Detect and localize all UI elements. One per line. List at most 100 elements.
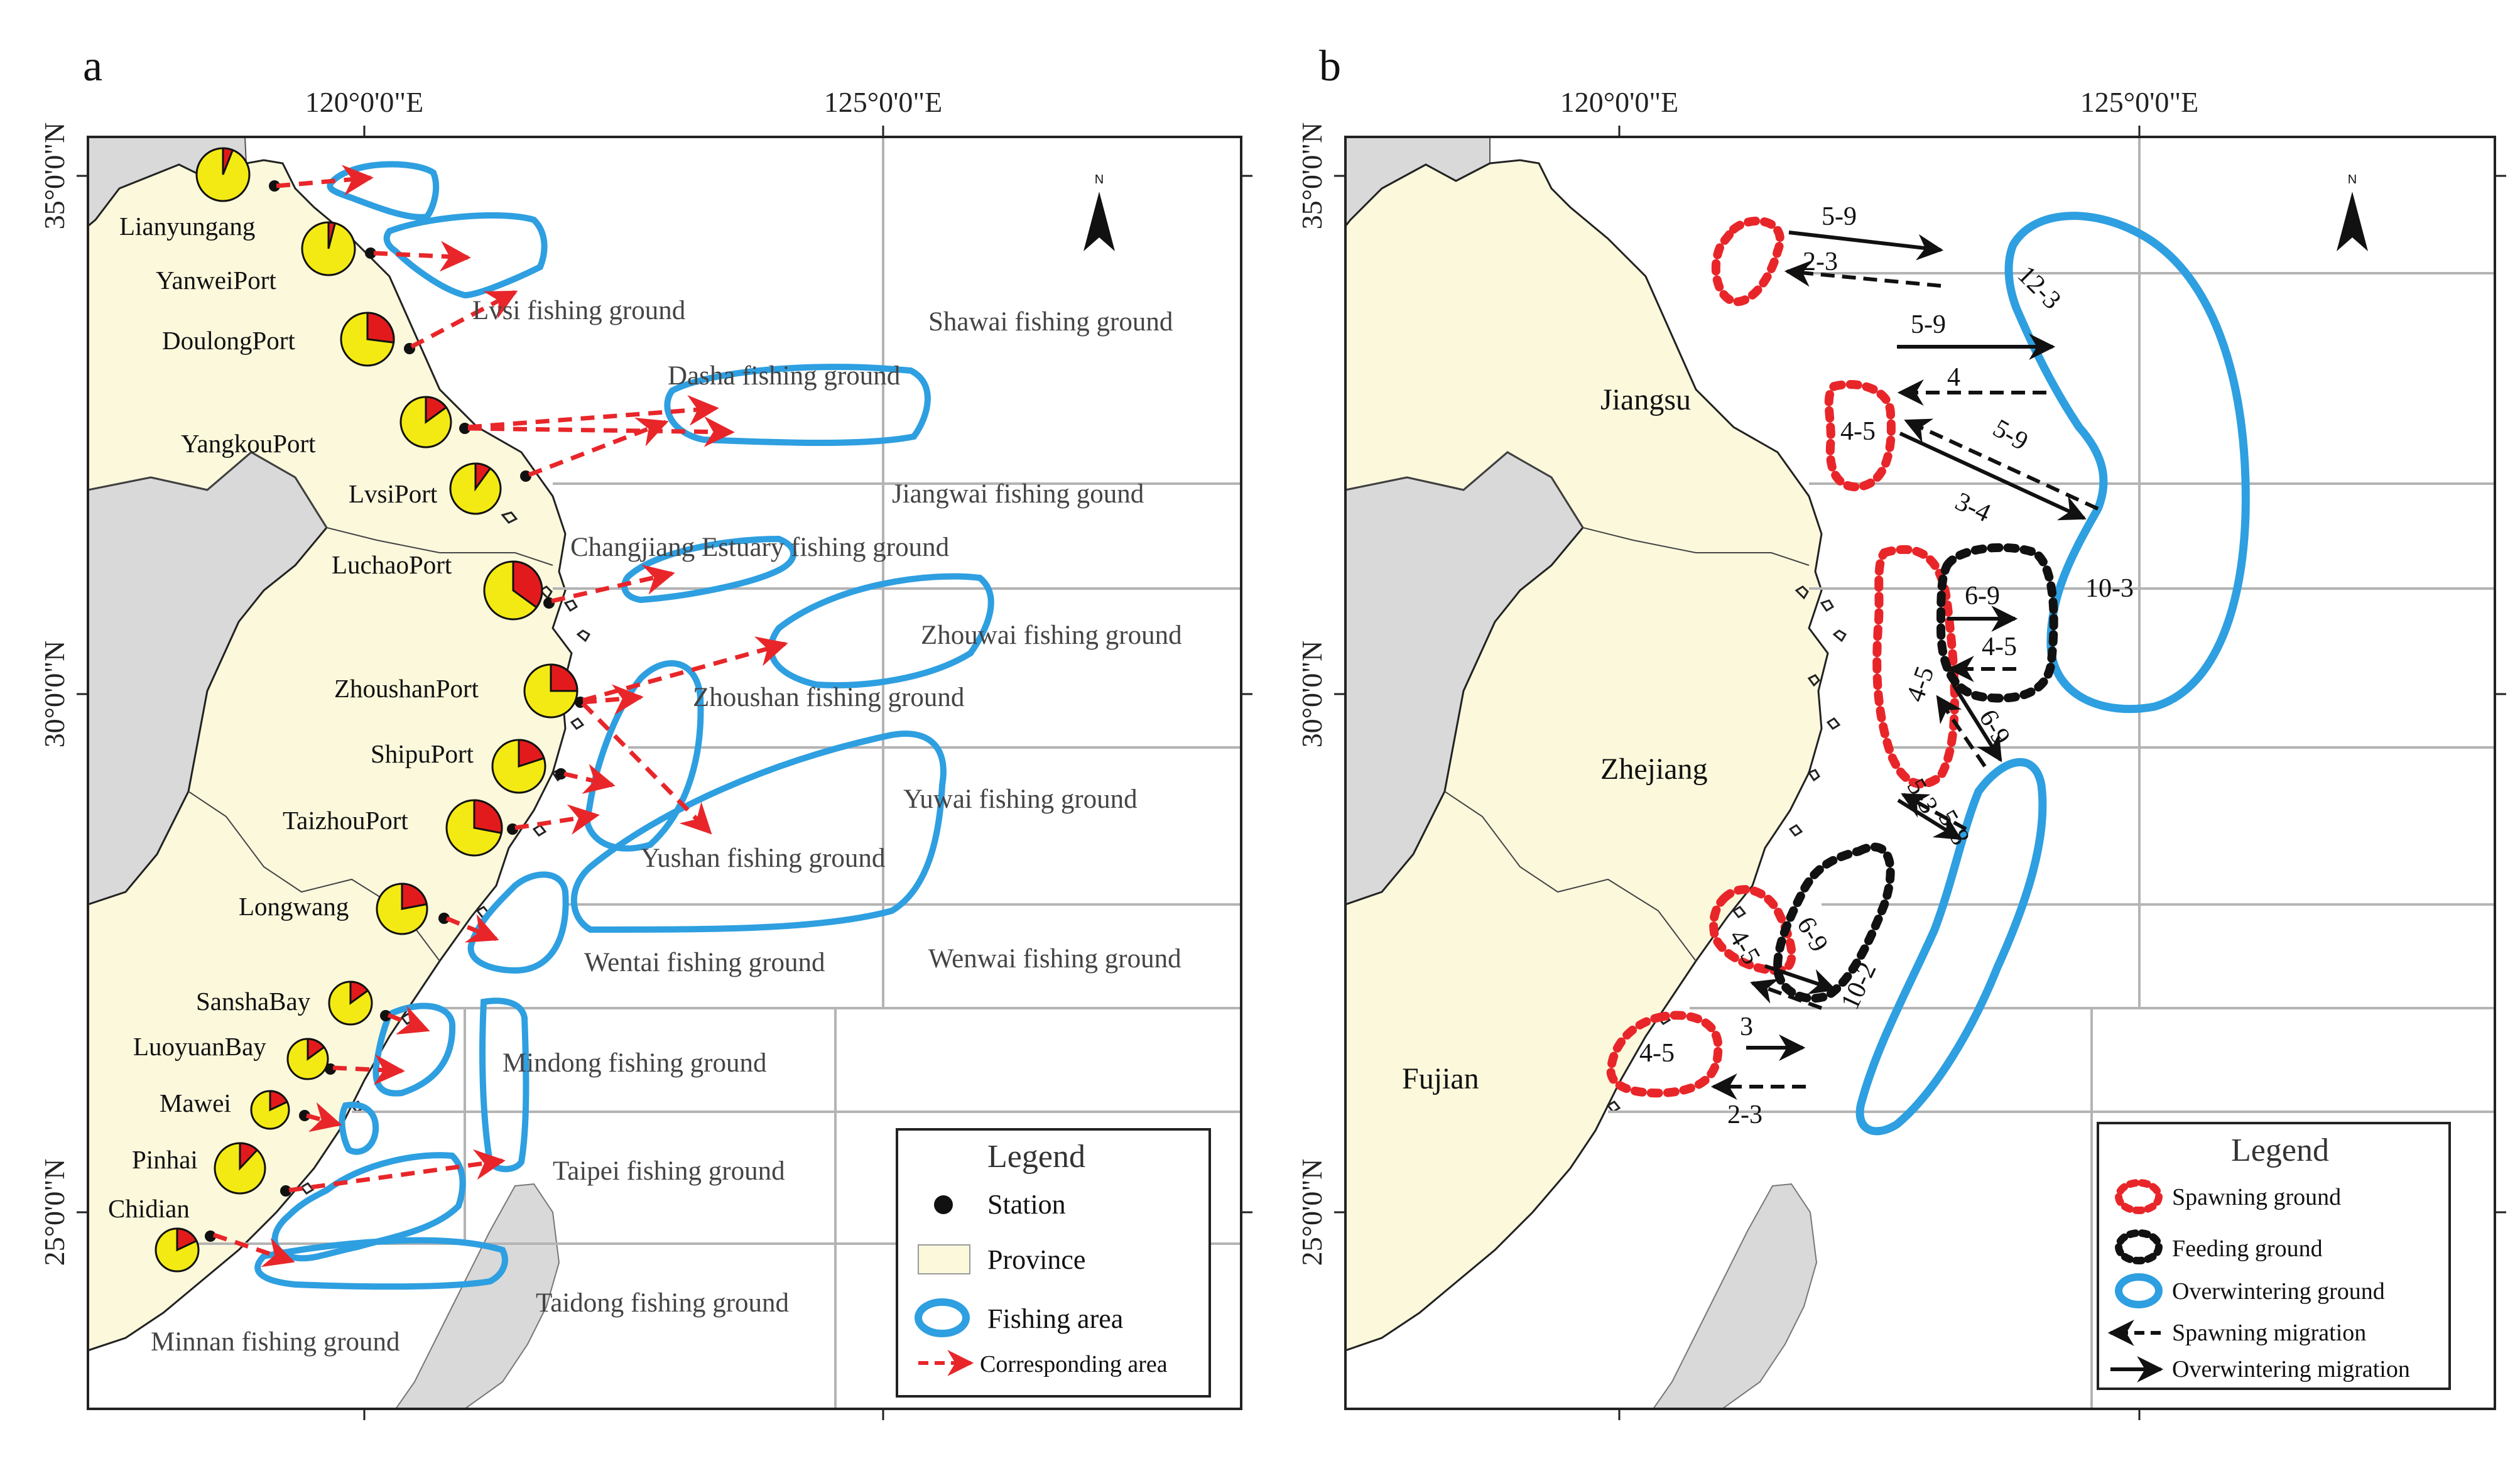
fishing-ground-label: Jiangwai fishing gound xyxy=(892,479,1144,509)
spawning-migration-arrows xyxy=(1710,260,2099,1100)
port-labels: Lianyungang YanweiPort DoulongPort Yangk… xyxy=(108,212,479,1223)
fishing-ground-label: Wentai fishing ground xyxy=(584,948,825,977)
legend-item: Corresponding area xyxy=(980,1351,1168,1377)
station-dot xyxy=(269,180,280,192)
pie-slice xyxy=(269,1090,289,1112)
port-label: LuoyuanBay xyxy=(133,1032,266,1061)
corresponding-arrows xyxy=(212,165,788,1268)
taiwan-island xyxy=(394,1183,560,1409)
port-pie xyxy=(445,799,503,857)
port-label: LuchaoPort xyxy=(332,550,452,579)
port-label: Chidian xyxy=(108,1194,190,1223)
fishing-area xyxy=(768,573,994,688)
pie-slice xyxy=(327,221,337,249)
fishing-area xyxy=(570,730,947,933)
migration-label: 10-3 xyxy=(2085,574,2134,603)
station-dot xyxy=(459,423,470,434)
province-area xyxy=(88,159,573,1352)
fishing-ground-label: Lvsi fishing ground xyxy=(472,296,685,325)
port-label: YanweiPort xyxy=(156,266,276,295)
station-dot xyxy=(555,768,567,779)
north-arrow: N xyxy=(2337,173,2368,251)
legend-item: Station xyxy=(987,1189,1066,1220)
port-pie xyxy=(491,739,546,794)
fishing-area xyxy=(621,535,797,604)
pie-slice xyxy=(401,883,428,910)
station-dot xyxy=(280,1185,291,1197)
legend-item: Overwintering ground xyxy=(2172,1278,2385,1305)
pie-slice xyxy=(550,663,578,692)
port-pie xyxy=(195,147,251,202)
fishing-ground-label: Mindong fishing ground xyxy=(502,1048,766,1078)
pie-slice xyxy=(512,560,543,609)
pie-slice xyxy=(473,799,503,834)
pie-slice xyxy=(176,1227,198,1252)
port-pie-charts xyxy=(155,147,578,1273)
fishing-ground-label: Taidong fishing ground xyxy=(536,1288,789,1318)
pie-slice xyxy=(349,980,369,1005)
feeding-ground xyxy=(1773,842,1895,1003)
map-frame xyxy=(87,136,1242,1410)
lat-label: 35°0'0"N xyxy=(38,122,70,230)
lat-label: 25°0'0"N xyxy=(1296,1159,1328,1266)
spawning-ground xyxy=(1711,216,1784,307)
port-label: SanshaBay xyxy=(196,987,311,1016)
lon-label: 120°0'0"E xyxy=(1560,86,1679,118)
port-pie xyxy=(155,1227,200,1273)
province-label: Zhejiang xyxy=(1600,752,1708,786)
overwintering-migration-arrows xyxy=(1746,231,2087,1061)
stations xyxy=(205,180,586,1242)
lon-label: 120°0'0"E xyxy=(305,86,424,118)
fishing-area xyxy=(664,364,931,446)
port-label: YangkouPort xyxy=(181,429,316,458)
panel-b-letter: b xyxy=(1319,42,1341,90)
port-pie xyxy=(399,396,452,448)
pie-slice xyxy=(518,739,545,768)
migration-label: 5-9 xyxy=(1822,202,1857,231)
fishing-ground-label: Wenwai fishing ground xyxy=(928,944,1181,974)
legend-item: Overwintering migration xyxy=(2172,1356,2410,1382)
port-label: Mawei xyxy=(160,1089,231,1117)
fishing-area xyxy=(327,161,440,220)
migration-label: 5-9 xyxy=(1911,310,1946,339)
legend-item: Feeding ground xyxy=(2172,1236,2323,1262)
lon-label: 125°0'0"E xyxy=(824,86,943,118)
migration-label: 4 xyxy=(1947,363,1960,392)
feeding-grounds xyxy=(1773,543,2058,1003)
fishing-ground-label: Taipei fishing ground xyxy=(553,1156,785,1186)
panel-a-map: 120°0'0"E 125°0'0"E 35°0'0"N 30°0'0"N 25… xyxy=(38,86,1252,1420)
migration-label: 2-3 xyxy=(1727,1100,1762,1129)
pie-slice xyxy=(239,1142,259,1171)
province-label: Jiangsu xyxy=(1600,383,1691,416)
migration-label: 4-5 xyxy=(1982,633,2017,661)
fishing-area xyxy=(339,1102,379,1155)
overwintering-grounds xyxy=(1855,212,2250,1136)
overwintering-ground xyxy=(1855,758,2047,1136)
fishing-area xyxy=(479,997,530,1173)
port-pie xyxy=(214,1142,266,1195)
spawning-ground xyxy=(1824,380,1896,492)
port-label: ZhoushanPort xyxy=(334,674,479,703)
legend-title: Legend xyxy=(2231,1132,2329,1168)
legend-b: Legend Spawning ground Feeding ground Ov… xyxy=(2097,1122,2451,1390)
port-label: Lianyungang xyxy=(119,212,255,241)
migration-label: 3 xyxy=(1740,1013,1753,1041)
spawning-ground xyxy=(1606,1011,1723,1098)
fishing-ground-label: Dasha fishing ground xyxy=(668,361,900,391)
spawning-grounds xyxy=(1606,216,1959,1098)
map-frame xyxy=(1344,136,2496,1410)
fishing-ground-labels: Lvsi fishing ground Shawai fishing groun… xyxy=(151,296,1182,1357)
pie-slice xyxy=(474,462,492,492)
station-dot xyxy=(205,1230,216,1242)
port-label: LvsiPort xyxy=(349,479,438,508)
overwintering-ground xyxy=(2004,212,2250,714)
legend-item: Spawning ground xyxy=(2172,1184,2341,1210)
port-pie xyxy=(250,1090,290,1130)
port-pie xyxy=(483,560,543,621)
fishing-ground-label: Yushan fishing ground xyxy=(641,844,885,873)
pie-slice xyxy=(307,1038,325,1061)
port-label: DoulongPort xyxy=(162,326,295,355)
station-dot xyxy=(365,247,376,259)
migration-label: 4-5 xyxy=(1840,417,1876,446)
